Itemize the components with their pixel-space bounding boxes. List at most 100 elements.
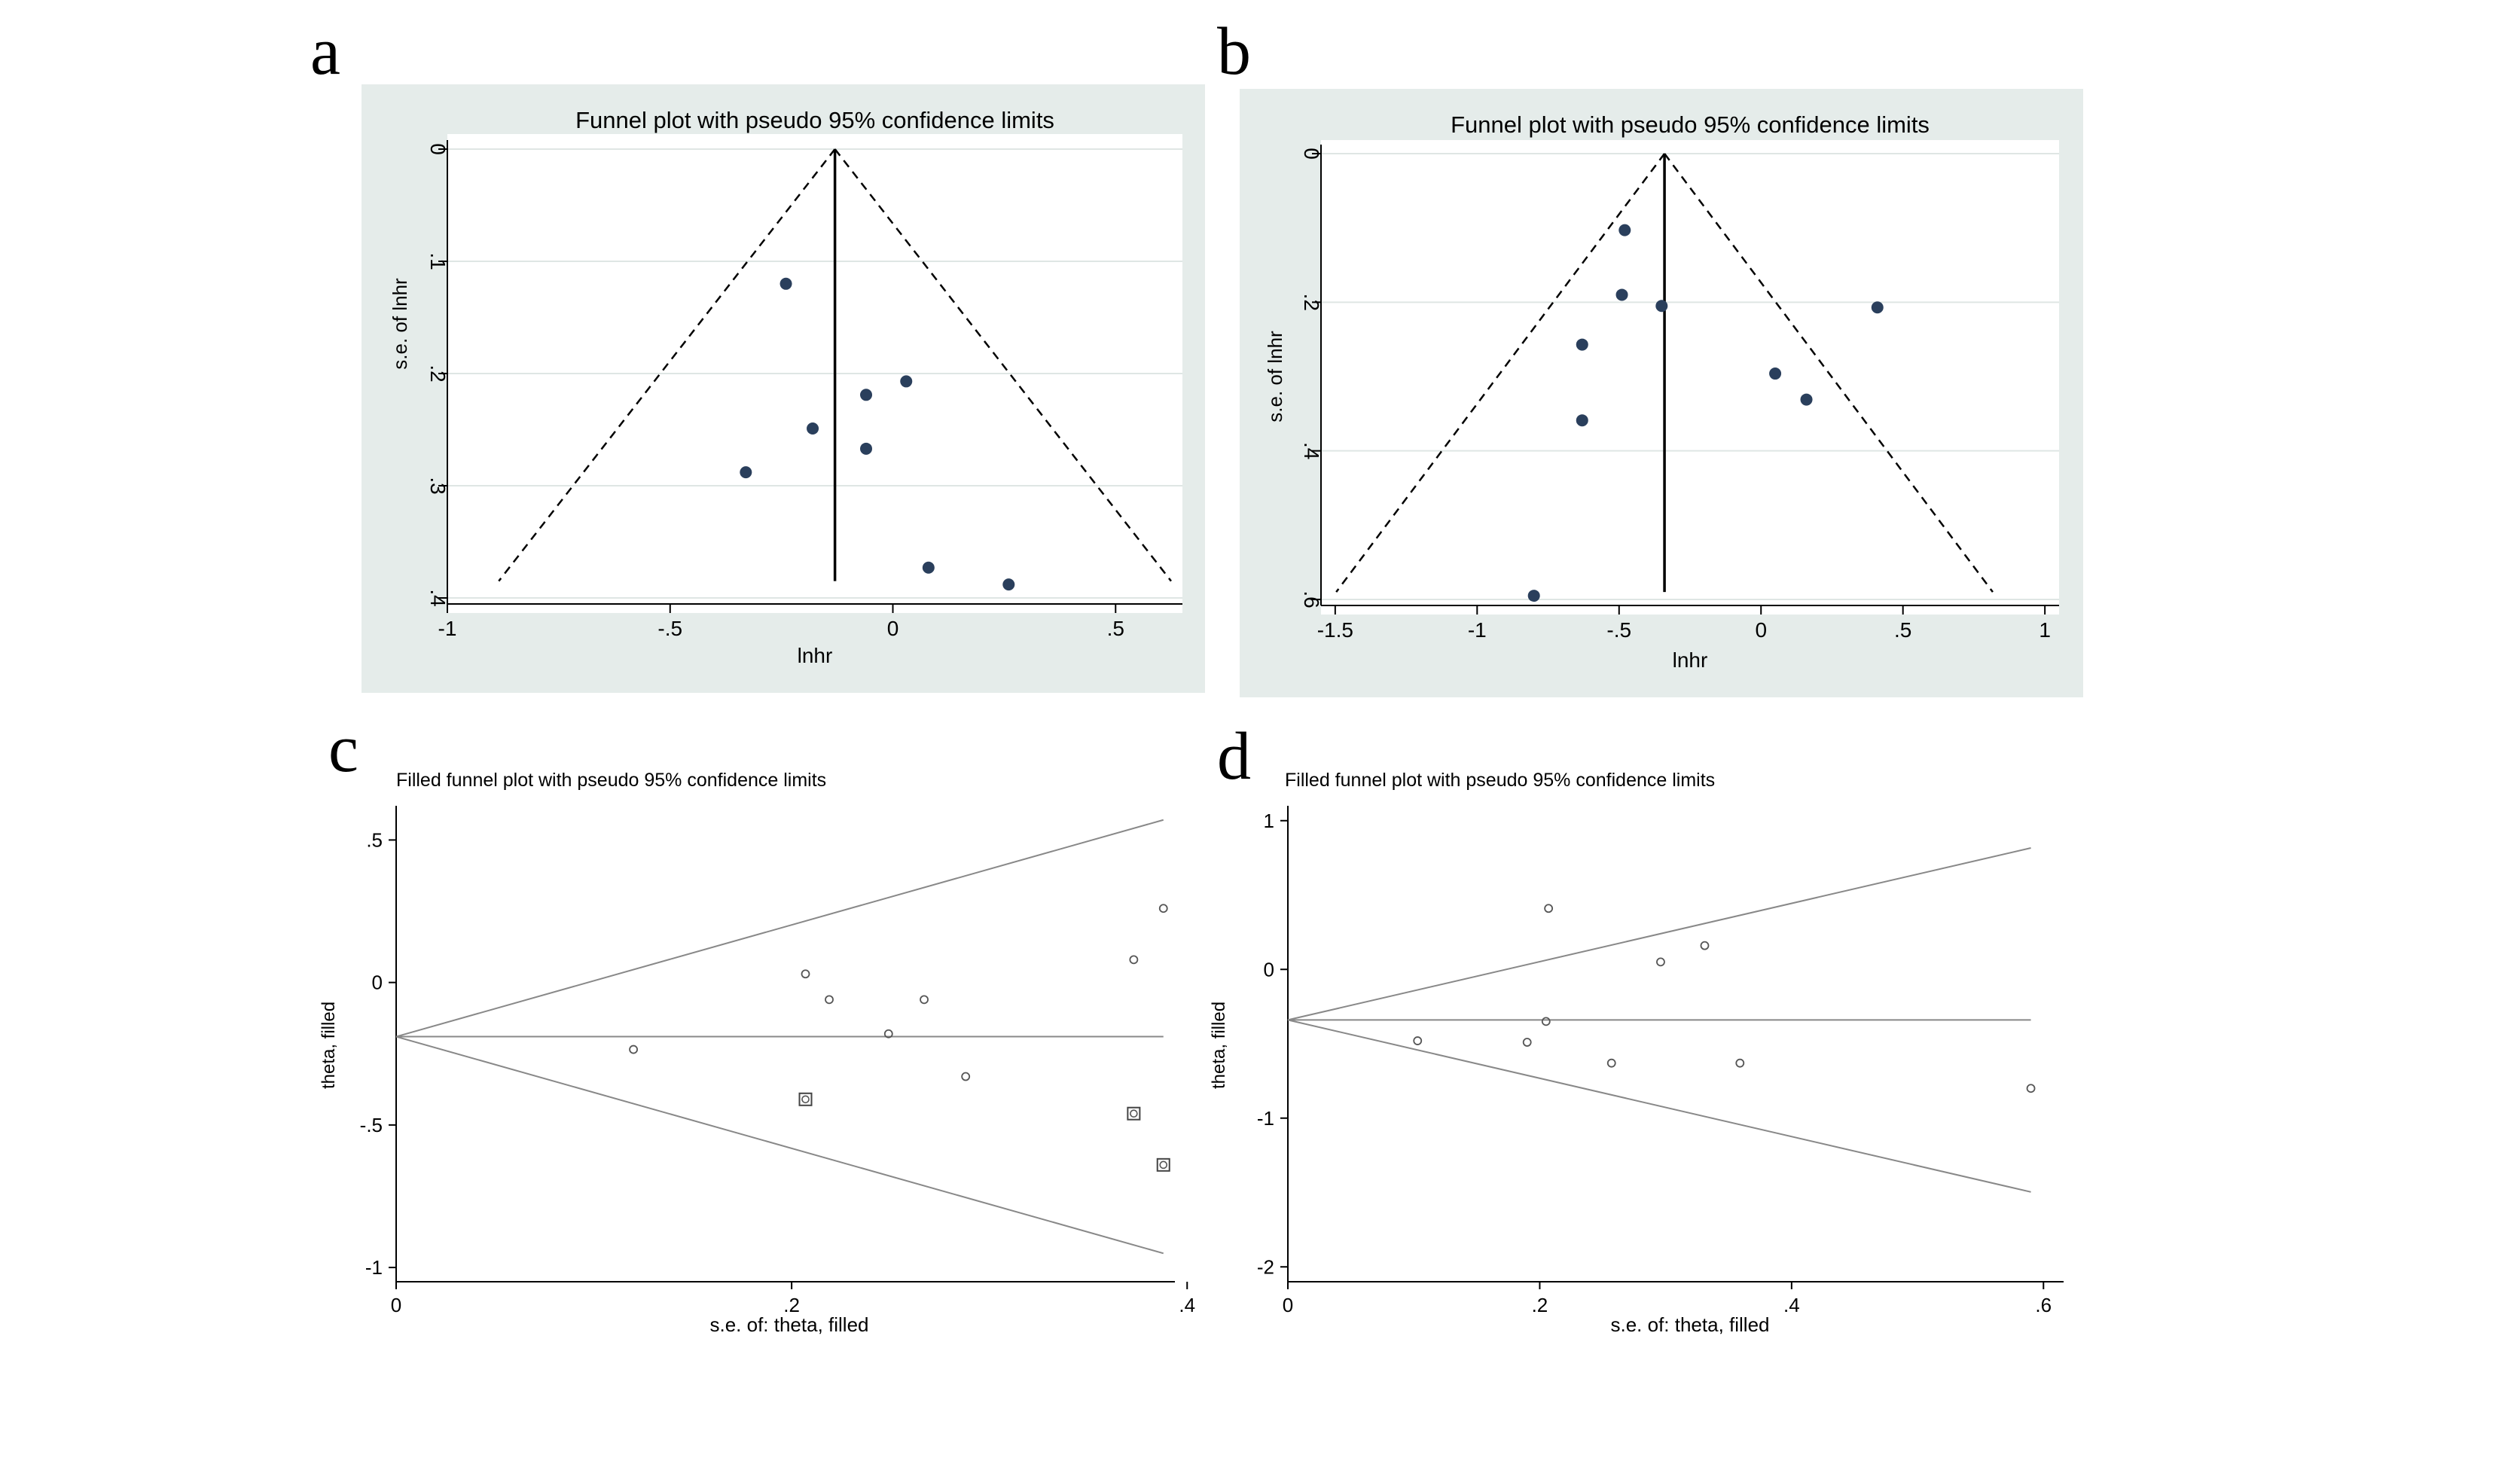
panel-b-y-tick-label: .4 <box>1300 442 1323 459</box>
panel-c-study-point <box>1129 955 1139 965</box>
panel-c-imputed-study-point <box>1130 1109 1138 1118</box>
panel-c-x-tick-label: 0 <box>391 1294 401 1316</box>
panel-b-ci-upper-line <box>1664 153 1994 593</box>
panel-d-plot: 1 0 -1 -2 0 .2 .4 .6 <box>1257 806 2064 1316</box>
panel-b-study-point <box>1800 393 1813 406</box>
panel-b-study-point <box>1871 301 1884 314</box>
panel-a-y-tick-label: .4 <box>426 589 450 606</box>
panel-b-study-point <box>1527 590 1540 602</box>
panel-b-plot: 0 .2 .4 .6 -1.5 -1 -.5 0 .5 1 <box>1300 145 2059 642</box>
panel-c-imputed-study-point <box>1159 1160 1168 1170</box>
panel-b-y-label: s.e. of lnhr <box>1264 331 1286 422</box>
panel-a-study-point <box>740 466 752 479</box>
panel-b-study-point <box>1615 288 1628 301</box>
panel-d-study-point <box>1522 1038 1532 1047</box>
panel-a-study-point <box>860 389 873 401</box>
panel-c-title: Filled funnel plot with pseudo 95% confi… <box>396 770 826 791</box>
panel-d-x-label: s.e. of: theta, filled <box>1610 1313 1769 1336</box>
panel-a-y-tick-label: .2 <box>426 364 450 382</box>
panel-b-study-point <box>1769 368 1782 380</box>
panel-a-y-tick-label: .3 <box>426 477 450 494</box>
panel-a-x-tick-label: -.5 <box>657 617 682 640</box>
panel-d-y-tick-label: 1 <box>1264 810 1274 832</box>
panel-b-x-label: lnhr <box>1673 648 1708 672</box>
panel-d-x-tick-label: 0 <box>1283 1294 1293 1316</box>
panel-b-ci-lower-line <box>1335 153 1666 593</box>
panel-b-x-tick-label: 1 <box>2039 618 2051 642</box>
panel-c-study-point <box>883 1029 893 1038</box>
panel-a-study-point <box>807 422 819 435</box>
panel-c-study-point <box>825 995 834 1005</box>
panel-d: d Filled funnel plot with pseudo 95% con… <box>1209 719 2064 1336</box>
panel-d-y-tick-label: -1 <box>1257 1107 1274 1130</box>
panel-d-ci-upper-line <box>1287 847 2031 1021</box>
panel-a: a Funnel plot with pseudo 95% confidence… <box>310 14 1205 693</box>
panel-c-study-point <box>920 995 929 1005</box>
panel-a-plot: 0 .1 .2 .3 .4 -1 -.5 0 .5 <box>426 140 1182 640</box>
panel-b-title: Funnel plot with pseudo 95% confidence l… <box>1451 111 1930 138</box>
panel-a-y-tick-label: .1 <box>426 252 450 270</box>
panel-c-x-tick-label: .4 <box>1179 1294 1195 1316</box>
panel-b-plot-area <box>1321 140 2059 615</box>
panel-a-x-tick-label: 0 <box>887 617 899 640</box>
panel-c-y-label: theta, filled <box>319 1002 339 1089</box>
panel-c-imputed-study-square <box>798 1092 813 1106</box>
panel-c-ci-lower-line <box>395 1035 1164 1255</box>
panel-c-y-tick-label: -.5 <box>360 1114 383 1136</box>
panel-b-x-tick-label: 0 <box>1755 618 1767 642</box>
panel-a-x-tick-label: .5 <box>1107 617 1124 640</box>
panel-c-study-point <box>801 969 810 979</box>
panel-c-study-point <box>961 1072 971 1081</box>
panel-b-y-tick-label: .6 <box>1300 590 1323 608</box>
panel-d-study-point <box>1656 957 1665 967</box>
panel-c-y-tick-label: 0 <box>372 971 383 994</box>
panel-d-y-tick-label: 0 <box>1264 958 1274 981</box>
panel-b-y-tick-label: 0 <box>1300 148 1323 160</box>
panel-letter-a: a <box>310 14 340 89</box>
panel-c: c Filled funnel plot with pseudo 95% con… <box>319 712 1195 1336</box>
panel-d-y-label: theta, filled <box>1209 1002 1229 1089</box>
panel-b-study-point <box>1655 300 1668 313</box>
panel-c-study-point <box>1158 904 1168 913</box>
panel-b-x-tick-label: -.5 <box>1606 618 1631 642</box>
panel-a-study-point <box>779 277 792 290</box>
panel-letter-d: d <box>1217 719 1251 794</box>
panel-c-x-tick-label: .2 <box>783 1294 800 1316</box>
panel-c-imputed-study-square <box>1127 1106 1141 1121</box>
panel-a-study-point <box>900 375 913 388</box>
panel-b-x-tick-label: .5 <box>1894 618 1911 642</box>
panel-c-y-tick-label: .5 <box>366 828 383 851</box>
panel-letter-c: c <box>328 712 358 786</box>
panel-b-y-tick-label: .2 <box>1300 294 1323 311</box>
panel-c-study-point <box>629 1045 638 1054</box>
panel-b-study-point <box>1576 414 1588 427</box>
panel-c-imputed-study-point <box>801 1095 810 1104</box>
panel-c-imputed-study-square <box>1156 1157 1170 1172</box>
panel-d-study-point <box>1544 904 1554 913</box>
panel-d-title: Filled funnel plot with pseudo 95% confi… <box>1285 770 1715 791</box>
panel-c-x-label: s.e. of: theta, filled <box>709 1313 868 1336</box>
panel-a-study-point <box>1002 578 1015 591</box>
panel-a-y-tick-label: 0 <box>426 143 450 155</box>
panel-d-ci-lower-line <box>1287 1019 2031 1193</box>
panel-d-study-point <box>1413 1036 1423 1045</box>
panel-d-study-point <box>2026 1084 2036 1093</box>
panel-a-study-point <box>922 561 935 574</box>
panel-c-ci-upper-line <box>395 819 1164 1038</box>
panel-a-study-point <box>860 442 873 455</box>
panel-a-ci-upper-line <box>834 148 1172 582</box>
panel-b: b Funnel plot with pseudo 95% confidence… <box>1217 14 2083 697</box>
panel-d-study-point <box>1606 1058 1616 1068</box>
panel-a-x-label: lnhr <box>798 644 833 667</box>
panel-b-x-tick-label: -1.5 <box>1317 618 1353 642</box>
panel-b-study-point <box>1576 338 1588 351</box>
panel-d-study-point <box>1541 1017 1551 1026</box>
panel-letter-b: b <box>1217 14 1251 89</box>
panel-b-x-tick-label: -1 <box>1468 618 1487 642</box>
panel-a-x-tick-label: -1 <box>438 617 457 640</box>
panel-d-y-tick-label: -2 <box>1257 1255 1274 1278</box>
panel-b-study-point <box>1618 224 1631 236</box>
panel-c-plot: .5 0 -.5 -1 0 .2 .4 <box>360 806 1195 1316</box>
panel-d-study-point <box>1735 1058 1745 1068</box>
